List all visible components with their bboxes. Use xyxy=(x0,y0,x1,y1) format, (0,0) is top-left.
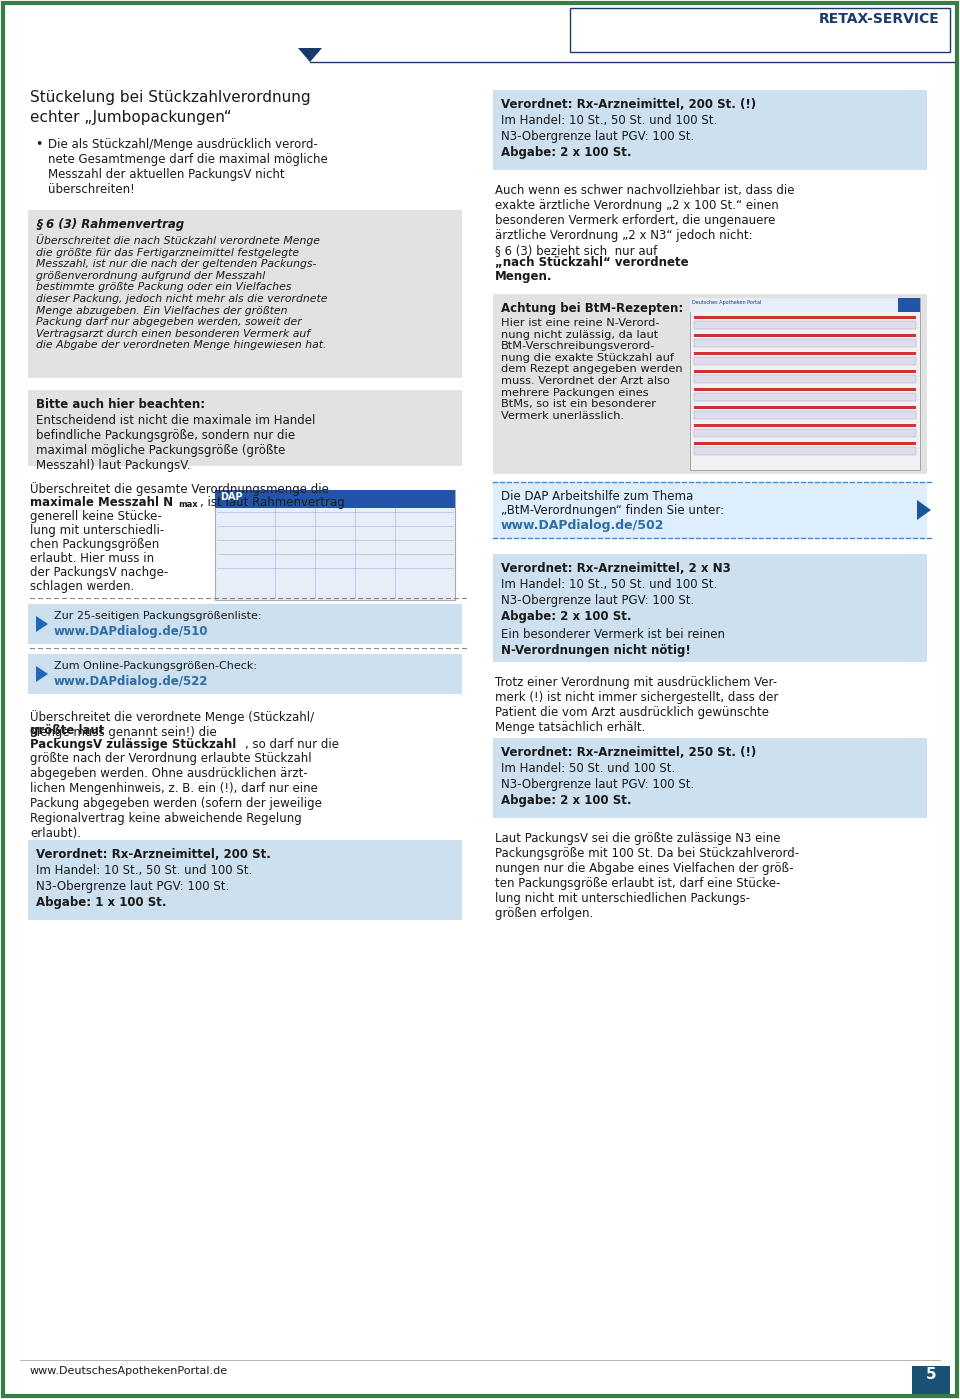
Bar xyxy=(215,490,455,600)
Bar xyxy=(694,375,916,383)
Text: www.DeutschesApothekenPortal.de: www.DeutschesApothekenPortal.de xyxy=(30,1365,228,1377)
Text: RETAX-SERVICE: RETAX-SERVICE xyxy=(819,13,940,27)
Bar xyxy=(215,490,455,508)
Bar xyxy=(493,483,927,539)
Bar xyxy=(493,294,927,474)
Text: generell keine Stücke-: generell keine Stücke- xyxy=(30,511,161,523)
Bar xyxy=(694,369,916,374)
Text: 5: 5 xyxy=(925,1367,936,1382)
Bar xyxy=(28,604,462,644)
Bar xyxy=(694,448,916,455)
Bar xyxy=(694,429,916,436)
Text: Mengen.: Mengen. xyxy=(495,270,553,283)
Polygon shape xyxy=(36,616,48,632)
Text: Die DAP Arbeitshilfe zum Thema: Die DAP Arbeitshilfe zum Thema xyxy=(501,490,693,504)
Bar xyxy=(28,210,462,378)
Text: N3-Obergrenze laut PGV: 100 St.: N3-Obergrenze laut PGV: 100 St. xyxy=(501,595,694,607)
Text: Zum Online-Packungsgrößen-Check:: Zum Online-Packungsgrößen-Check: xyxy=(54,660,257,672)
Bar xyxy=(493,739,927,818)
Text: •: • xyxy=(35,139,42,151)
Text: echter „Jumbopackungen“: echter „Jumbopackungen“ xyxy=(30,111,231,125)
Bar xyxy=(690,298,920,312)
Text: www.DAPdialog.de/502: www.DAPdialog.de/502 xyxy=(501,519,664,532)
Bar xyxy=(694,406,916,409)
Bar xyxy=(694,424,916,427)
Bar xyxy=(694,339,916,347)
Text: DAP: DAP xyxy=(220,492,243,502)
Text: Überschreitet die nach Stückzahl verordnete Menge
die größte für das Fertigarzne: Überschreitet die nach Stückzahl verordn… xyxy=(36,234,327,350)
Polygon shape xyxy=(36,666,48,681)
Bar xyxy=(898,298,920,312)
Text: , ist laut Rahmenvertrag: , ist laut Rahmenvertrag xyxy=(200,497,345,509)
Text: lung mit unterschiedli-: lung mit unterschiedli- xyxy=(30,525,164,537)
Text: maximale Messzahl N: maximale Messzahl N xyxy=(30,497,173,509)
Text: Trotz einer Verordnung mit ausdrücklichem Ver-
merk (!) ist nicht immer sicherge: Trotz einer Verordnung mit ausdrückliche… xyxy=(495,676,779,734)
Bar xyxy=(493,554,927,662)
Text: Verordnet: Rx-Arzneimittel, 250 St. (!): Verordnet: Rx-Arzneimittel, 250 St. (!) xyxy=(501,746,756,760)
Text: Abgabe: 2 x 100 St.: Abgabe: 2 x 100 St. xyxy=(501,795,632,807)
Text: chen Packungsgrößen: chen Packungsgrößen xyxy=(30,539,159,551)
Bar xyxy=(694,353,916,355)
Bar xyxy=(694,388,916,390)
Text: Zur 25-seitigen Packungsgrößenliste:: Zur 25-seitigen Packungsgrößenliste: xyxy=(54,611,261,621)
Text: Ein besonderer Vermerk ist bei reinen: Ein besonderer Vermerk ist bei reinen xyxy=(501,628,725,641)
Polygon shape xyxy=(917,499,931,520)
Text: N3-Obergrenze laut PGV: 100 St.: N3-Obergrenze laut PGV: 100 St. xyxy=(501,130,694,143)
Text: Im Handel: 50 St. und 100 St.: Im Handel: 50 St. und 100 St. xyxy=(501,762,675,775)
Text: § 6 (3) Rahmenvertrag: § 6 (3) Rahmenvertrag xyxy=(36,218,184,231)
Text: Abgabe: 2 x 100 St.: Abgabe: 2 x 100 St. xyxy=(501,145,632,159)
Bar xyxy=(694,320,916,329)
Bar xyxy=(28,653,462,694)
Text: N-Verordnungen nicht nötig!: N-Verordnungen nicht nötig! xyxy=(501,644,691,658)
Text: Achtung bei BtM-Rezepten:: Achtung bei BtM-Rezepten: xyxy=(501,302,684,315)
Text: Abgabe: 2 x 100 St.: Abgabe: 2 x 100 St. xyxy=(501,610,632,623)
Text: Auch wenn es schwer nachvollziehbar ist, dass die
exakte ärztliche Verordnung „2: Auch wenn es schwer nachvollziehbar ist,… xyxy=(495,185,795,257)
Text: erlaubt. Hier muss in: erlaubt. Hier muss in xyxy=(30,553,155,565)
Text: max: max xyxy=(178,499,198,509)
Text: Hier ist eine reine N-Verord-
nung nicht zulässig, da laut
BtM-Verschreibungsver: Hier ist eine reine N-Verord- nung nicht… xyxy=(501,318,683,421)
Bar xyxy=(694,393,916,402)
Text: schlagen werden.: schlagen werden. xyxy=(30,581,134,593)
Text: „BtM-Verordnungen“ finden Sie unter:: „BtM-Verordnungen“ finden Sie unter: xyxy=(501,504,724,518)
Bar xyxy=(694,442,916,445)
Bar xyxy=(694,316,916,319)
Text: größte nach der Verordnung erlaubte Stückzahl
abgegeben werden. Ohne ausdrücklic: größte nach der Verordnung erlaubte Stüc… xyxy=(30,753,322,839)
Bar xyxy=(690,298,920,470)
Bar xyxy=(694,411,916,418)
Text: Überschreitet die gesamte Verordnungsmenge die: Überschreitet die gesamte Verordnungsmen… xyxy=(30,483,329,497)
Text: 11: 11 xyxy=(903,299,914,308)
Text: www.DAPdialog.de/522: www.DAPdialog.de/522 xyxy=(54,674,208,688)
Bar xyxy=(28,839,462,921)
Bar xyxy=(912,1365,950,1393)
Text: Die als Stückzahl/Menge ausdrücklich verord-
nete Gesamtmenge darf die maximal m: Die als Stückzahl/Menge ausdrücklich ver… xyxy=(48,139,327,196)
Bar xyxy=(570,8,950,52)
Text: Entscheidend ist nicht die maximale im Handel
befindliche Packungsgröße, sondern: Entscheidend ist nicht die maximale im H… xyxy=(36,414,316,471)
Bar xyxy=(694,334,916,337)
Text: N3-Obergrenze laut PGV: 100 St.: N3-Obergrenze laut PGV: 100 St. xyxy=(36,880,229,893)
Text: Im Handel: 10 St., 50 St. und 100 St.: Im Handel: 10 St., 50 St. und 100 St. xyxy=(36,865,252,877)
Text: Bitte auch hier beachten:: Bitte auch hier beachten: xyxy=(36,397,205,411)
Text: Überschreitet die verordnete Menge (Stückzahl/
Menge muss genannt sein!) die: Überschreitet die verordnete Menge (Stüc… xyxy=(30,711,314,739)
Text: PackungsV zulässige Stückzahl: PackungsV zulässige Stückzahl xyxy=(30,739,236,751)
Text: Verordnet: Rx-Arzneimittel, 200 St. (!): Verordnet: Rx-Arzneimittel, 200 St. (!) xyxy=(501,98,756,111)
Polygon shape xyxy=(298,48,322,62)
Bar xyxy=(694,357,916,365)
Bar xyxy=(493,90,927,171)
Text: www.DAPdialog.de/510: www.DAPdialog.de/510 xyxy=(54,625,208,638)
Text: größte laut: größte laut xyxy=(30,725,105,737)
Text: Im Handel: 10 St., 50 St. und 100 St.: Im Handel: 10 St., 50 St. und 100 St. xyxy=(501,113,717,127)
Text: Stückelung bei Stückzahlverordnung: Stückelung bei Stückzahlverordnung xyxy=(30,90,311,105)
Text: , so darf nur die: , so darf nur die xyxy=(245,739,339,751)
Text: Verordnet: Rx-Arzneimittel, 2 x N3: Verordnet: Rx-Arzneimittel, 2 x N3 xyxy=(501,562,731,575)
Text: N3-Obergrenze laut PGV: 100 St.: N3-Obergrenze laut PGV: 100 St. xyxy=(501,778,694,790)
Text: Im Handel: 10 St., 50 St. und 100 St.: Im Handel: 10 St., 50 St. und 100 St. xyxy=(501,578,717,590)
Text: Abgabe: 1 x 100 St.: Abgabe: 1 x 100 St. xyxy=(36,895,166,909)
Text: Verordnet: Rx-Arzneimittel, 200 St.: Verordnet: Rx-Arzneimittel, 200 St. xyxy=(36,848,271,860)
Text: der PackungsV nachge-: der PackungsV nachge- xyxy=(30,567,168,579)
Text: Laut PackungsV sei die größte zulässige N3 eine
Packungsgröße mit 100 St. Da bei: Laut PackungsV sei die größte zulässige … xyxy=(495,832,799,921)
Text: „nach Stückzahl“ verordnete: „nach Stückzahl“ verordnete xyxy=(495,256,688,269)
Text: Deutsches Apotheken Portal: Deutsches Apotheken Portal xyxy=(692,299,761,305)
Bar xyxy=(28,390,462,466)
